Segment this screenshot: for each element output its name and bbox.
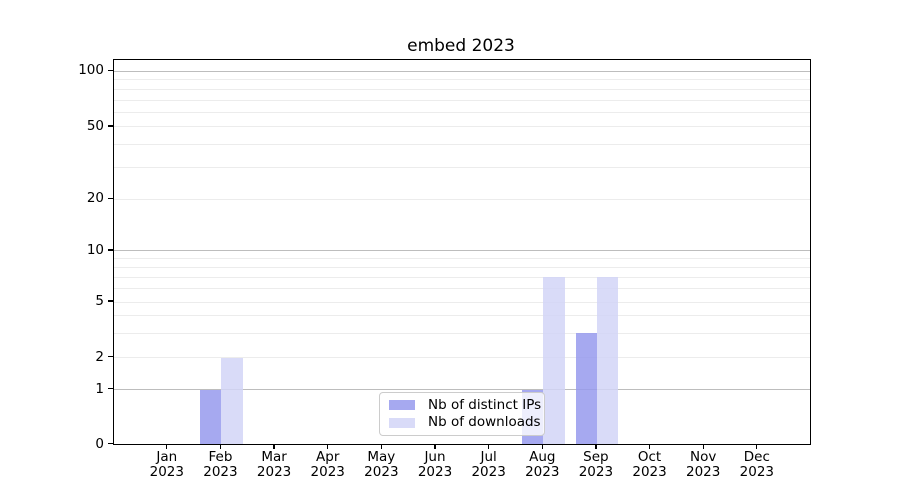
x-tick-label: Apr 2023 xyxy=(310,449,345,480)
x-tick-mark xyxy=(595,443,597,449)
y-tick-mark xyxy=(108,197,113,200)
legend-entry-downloads: Nb of downloads xyxy=(389,415,541,430)
x-tick-mark xyxy=(702,443,704,449)
x-tick-mark xyxy=(756,443,758,449)
x-tick-mark xyxy=(380,443,382,449)
x-tick-label: Jul 2023 xyxy=(471,449,506,480)
y-tick-label: 50 xyxy=(86,117,104,134)
x-tick-label: Mar 2023 xyxy=(256,449,292,480)
minor-gridline xyxy=(114,332,810,334)
major-gridline xyxy=(114,70,810,72)
x-tick-mark xyxy=(648,443,651,449)
x-tick-label: Aug 2023 xyxy=(525,449,560,480)
minor-gridline xyxy=(114,276,810,278)
legend: Nb of distinct IPs Nb of downloads xyxy=(379,392,545,436)
y-tick-label: 2 xyxy=(95,348,104,365)
grid-layer xyxy=(114,60,810,444)
y-tick-mark xyxy=(108,300,113,302)
minor-gridline xyxy=(114,79,810,81)
legend-label-downloads: Nb of downloads xyxy=(428,414,541,431)
x-tick-mark xyxy=(327,443,329,449)
y-tick-mark xyxy=(108,249,113,251)
x-tick-label: May 2023 xyxy=(364,449,399,480)
legend-swatch-downloads xyxy=(389,418,415,428)
y-tick-label: 5 xyxy=(95,293,104,309)
minor-gridline xyxy=(114,357,810,359)
minor-gridline xyxy=(114,315,810,317)
minor-gridline xyxy=(114,166,810,168)
y-tick-label: 0 xyxy=(95,435,104,452)
minor-gridline xyxy=(114,144,810,146)
y-tick-label: 100 xyxy=(78,62,104,79)
bar-distinct-ips xyxy=(200,389,222,445)
legend-label-distinct-ips: Nb of distinct IPs xyxy=(428,396,542,413)
minor-gridline xyxy=(114,258,810,260)
legend-swatch-distinct-ips xyxy=(389,400,415,410)
y-tick-mark xyxy=(108,125,113,127)
bars-layer xyxy=(114,60,810,445)
minor-gridline xyxy=(114,126,810,128)
minor-gridline xyxy=(114,99,810,101)
y-tick-label: 1 xyxy=(95,380,104,397)
x-tick-label: Oct 2023 xyxy=(632,449,667,480)
y-tick-mark xyxy=(108,387,113,390)
minor-gridline xyxy=(114,198,810,200)
x-tick-mark xyxy=(541,443,543,449)
x-tick-label: Dec 2023 xyxy=(739,449,774,480)
bar-downloads xyxy=(221,357,243,445)
x-tick-label: Jan 2023 xyxy=(149,449,184,480)
y-tick-mark xyxy=(108,356,113,358)
major-gridline xyxy=(114,389,810,391)
x-tick-label: Nov 2023 xyxy=(686,449,721,480)
bar-distinct-ips xyxy=(575,333,597,445)
x-tick-mark xyxy=(434,443,436,449)
x-tick-mark xyxy=(219,443,222,449)
plot-area xyxy=(113,59,811,445)
y-tick-label: 10 xyxy=(86,241,104,258)
major-gridline xyxy=(114,250,810,252)
x-tick-mark xyxy=(273,443,275,449)
chart-title: embed 2023 xyxy=(407,36,515,56)
minor-gridline xyxy=(114,88,810,90)
y-tick-label: 20 xyxy=(86,190,104,207)
y-tick-mark xyxy=(108,69,113,72)
x-tick-mark xyxy=(166,443,168,449)
legend-entry-distinct-ips: Nb of distinct IPs xyxy=(389,397,541,413)
y-tick-mark xyxy=(108,442,113,445)
x-tick-mark xyxy=(488,443,490,449)
minor-gridline xyxy=(114,301,810,303)
x-tick-label: Jun 2023 xyxy=(417,449,453,480)
bar-downloads xyxy=(543,277,565,445)
minor-gridline xyxy=(114,266,810,268)
x-tick-label: Feb 2023 xyxy=(203,449,238,480)
x-tick-label: Sep 2023 xyxy=(578,449,614,480)
bar-downloads xyxy=(596,277,619,445)
minor-gridline xyxy=(114,288,810,290)
minor-gridline xyxy=(114,111,810,113)
